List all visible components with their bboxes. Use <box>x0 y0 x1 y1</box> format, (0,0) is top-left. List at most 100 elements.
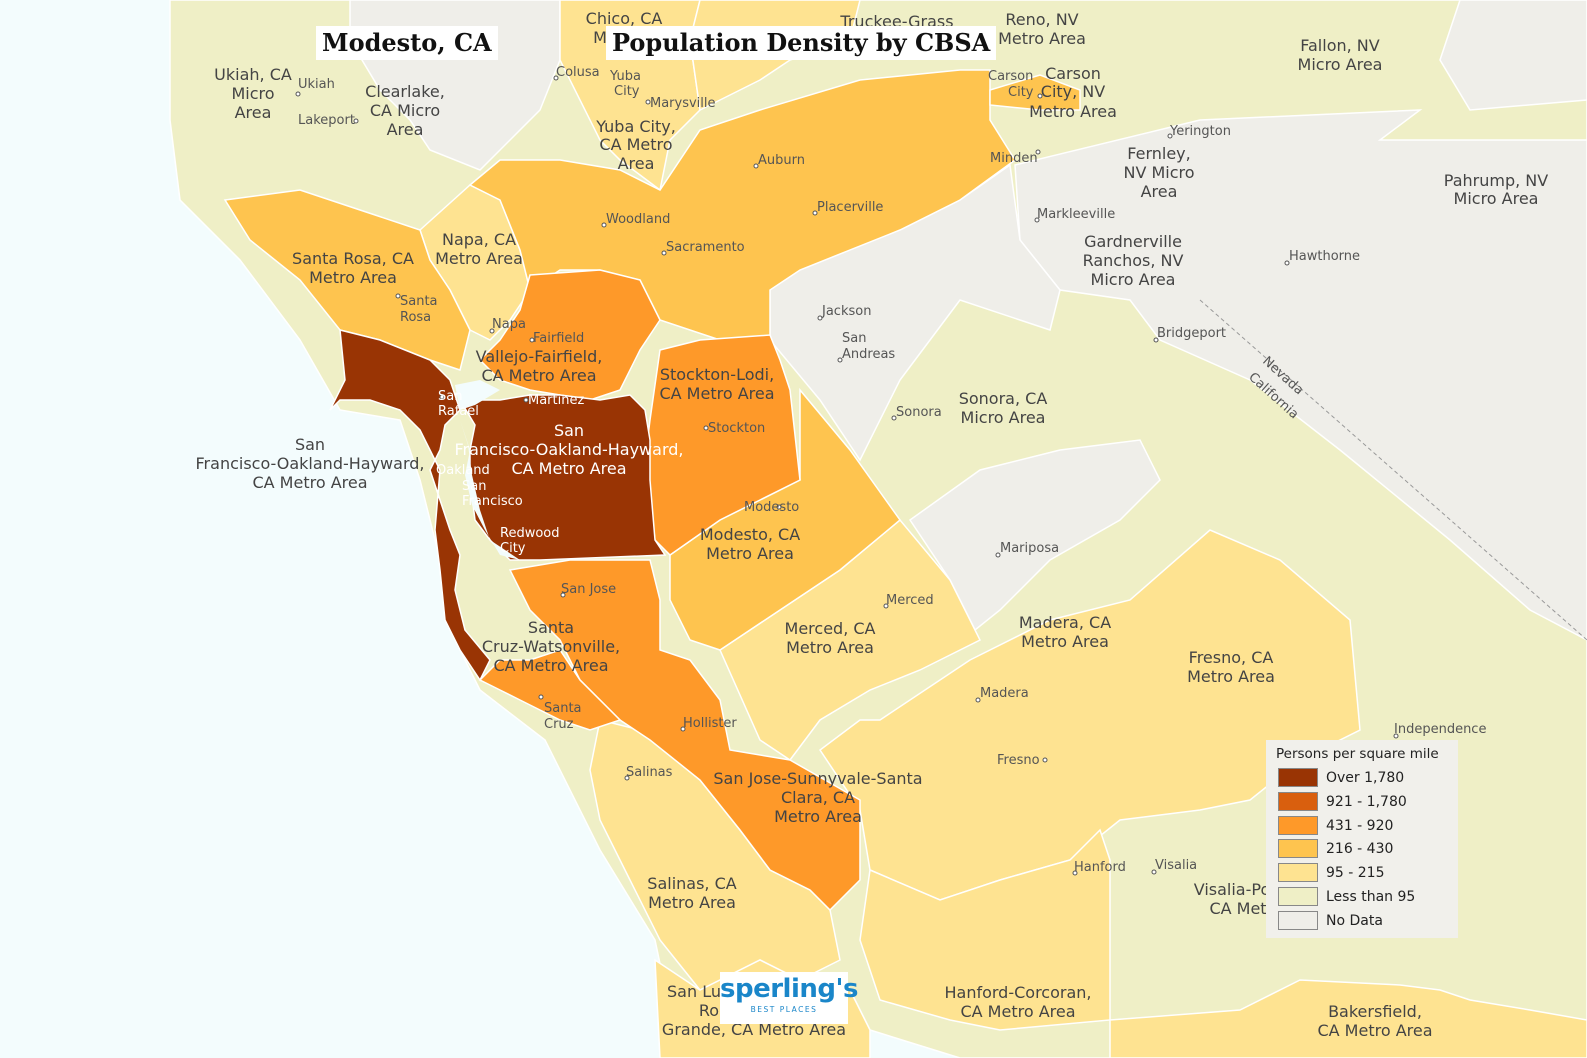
city-jackson: Jackson <box>821 304 871 319</box>
area-label-san-jose-3: Metro Area <box>774 807 862 826</box>
area-label-pahrump-2: Micro Area <box>1454 189 1539 208</box>
city-lakeport: Lakeport <box>298 113 355 128</box>
legend-label: No Data <box>1326 912 1383 929</box>
legend-item: 95 - 215 <box>1278 862 1385 883</box>
city-hanford: Hanford <box>1074 860 1126 875</box>
state-boundary-line <box>1199 299 1587 641</box>
city-redwood-city-2: City <box>500 541 526 556</box>
area-label-sf-left-2: Francisco-Oakland-Hayward, <box>196 454 425 473</box>
area-label-santa-cruz-2: Cruz-Watsonville, <box>482 637 620 656</box>
area-label-clearlake-3: Area <box>387 120 424 139</box>
city-marysville: Marysville <box>650 96 716 111</box>
legend-swatch <box>1278 911 1318 930</box>
legend-label: 431 - 920 <box>1326 817 1394 834</box>
city-yuba-city-2: City <box>614 84 640 99</box>
legend-label: 216 - 430 <box>1326 840 1394 857</box>
legend-label: 921 - 1,780 <box>1326 793 1407 810</box>
area-label-sf-center-3: CA Metro Area <box>511 459 626 478</box>
area-label-san-luis-3: Grande, CA Metro Area <box>662 1020 846 1039</box>
area-label-gardnerville-3: Micro Area <box>1091 270 1176 289</box>
city-labels: Colusa Yuba City Marysville Ukiah Lakepo… <box>298 65 1486 875</box>
logo-text: sperling's <box>720 974 858 1004</box>
area-label-carson-2: City, NV <box>1041 82 1106 101</box>
city-san-andreas-1: San <box>842 331 866 346</box>
area-label-carson-1: Carson <box>1045 64 1101 83</box>
area-label-sf-center-1: San <box>554 421 584 440</box>
area-label-clearlake-1: Clearlake, <box>365 82 445 101</box>
area-label-salinas-1: Salinas, CA <box>647 874 736 893</box>
city-modesto: Modesto <box>744 500 799 515</box>
city-yerington: Yerington <box>1169 124 1231 139</box>
area-label-chico-2: M <box>593 28 607 47</box>
legend-item: Over 1,780 <box>1278 767 1404 788</box>
legend-swatch <box>1278 887 1318 906</box>
city-bridgeport: Bridgeport <box>1157 326 1226 341</box>
city-santa-cruz-2: Cruz <box>544 717 574 732</box>
legend-item: 431 - 920 <box>1278 815 1393 836</box>
city-fresno: Fresno <box>997 753 1040 768</box>
region-no-data-east <box>1014 109 1587 641</box>
area-label-pahrump-1: Pahrump, NV <box>1444 171 1548 190</box>
city-markleeville: Markleeville <box>1037 207 1115 222</box>
city-independence: Independence <box>1394 722 1486 737</box>
city-merced: Merced <box>886 593 934 608</box>
region-95-215-fresno <box>818 529 1361 901</box>
city-colusa: Colusa <box>556 65 600 80</box>
area-label-reno-2: Metro Area <box>998 29 1086 48</box>
area-label-merced-2: Metro Area <box>786 638 874 657</box>
area-label-fallon-1: Fallon, NV <box>1300 36 1380 55</box>
city-san-francisco-2: Francisco <box>462 494 523 509</box>
legend-swatch <box>1278 768 1318 787</box>
area-label-stockton-1: Stockton-Lodi, <box>660 365 774 384</box>
area-label-san-jose-1: San Jose-Sunnyvale-Santa <box>713 769 922 788</box>
area-label-napa-1: Napa, CA <box>442 230 516 249</box>
area-label-fernley-1: Fernley, <box>1127 144 1190 163</box>
city-san-rafael-2: Rafael <box>438 404 479 419</box>
legend-swatch <box>1278 816 1318 835</box>
area-label-sf-center-2: Francisco-Oakland-Hayward, <box>455 440 684 459</box>
region-216-430-santa-rosa <box>223 189 471 371</box>
bay-water <box>455 380 520 560</box>
area-label-gardnerville-1: Gardnerville <box>1084 232 1182 251</box>
legend-swatch <box>1278 839 1318 858</box>
area-label-hanford-2: CA Metro Area <box>960 1002 1075 1021</box>
area-label-fernley-3: Area <box>1141 182 1178 201</box>
city-hawthorne: Hawthorne <box>1289 249 1360 264</box>
legend-item: 216 - 430 <box>1278 838 1393 859</box>
city-madera: Madera <box>980 686 1029 701</box>
area-label-vallejo-2: CA Metro Area <box>481 366 596 385</box>
region-216-430-carson-city <box>989 74 1081 111</box>
area-label-santa-rosa-1: Santa Rosa, CA <box>292 249 414 268</box>
legend-label: Over 1,780 <box>1326 769 1405 786</box>
area-label-madera-2: Metro Area <box>1021 632 1109 651</box>
region-no-data-northeast <box>1439 0 1587 111</box>
city-stockton: Stockton <box>708 421 765 436</box>
area-label-sf-left-1: San <box>295 435 325 454</box>
area-label-sf-left-3: CA Metro Area <box>252 473 367 492</box>
city-martinez: Martinez <box>528 393 584 408</box>
area-label-clearlake-2: CA Micro <box>370 101 440 120</box>
city-carson-city-2: City <box>1008 85 1034 100</box>
city-san-rafael-1: San <box>438 389 462 404</box>
sperlings-logo[interactable]: sperling's BEST PLACES <box>720 972 858 1024</box>
city-san-jose: San Jose <box>561 582 616 597</box>
city-napa: Napa <box>492 317 526 332</box>
city-santa-rosa-1: Santa <box>400 294 438 309</box>
city-san-francisco-1: San <box>462 479 486 494</box>
location-title: Modesto, CA <box>316 26 498 60</box>
area-label-fallon-2: Micro Area <box>1298 55 1383 74</box>
area-label-yuba-3: Area <box>618 154 655 173</box>
legend-item: Less than 95 <box>1278 886 1415 907</box>
city-sonora: Sonora <box>896 405 942 420</box>
city-redwood-city-1: Redwood <box>500 526 560 541</box>
logo-subtext: BEST PLACES <box>750 1005 818 1014</box>
legend-label: Less than 95 <box>1326 888 1416 905</box>
city-santa-cruz-1: Santa <box>544 701 582 716</box>
area-label-sonora-2: Micro Area <box>961 408 1046 427</box>
city-visalia: Visalia <box>1155 858 1197 873</box>
area-label-fresno-1: Fresno, CA <box>1189 648 1274 667</box>
legend-item: No Data <box>1278 910 1383 931</box>
area-label-ukiah-1: Ukiah, CA <box>214 65 292 84</box>
legend-label: 95 - 215 <box>1326 864 1385 881</box>
city-carson-city-1: Carson <box>988 69 1033 84</box>
